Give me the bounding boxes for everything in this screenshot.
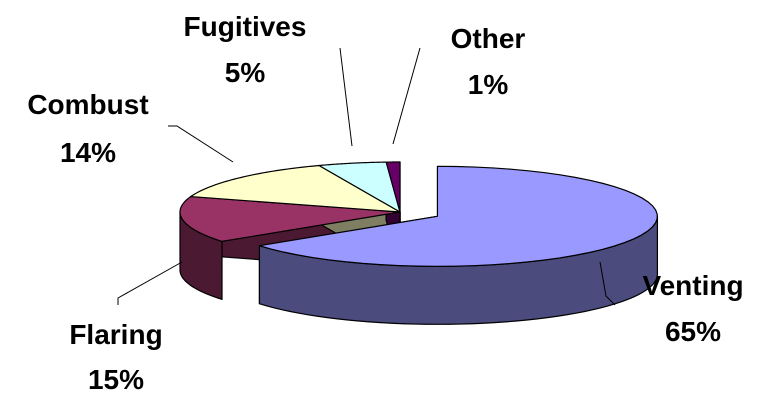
label-flaring-name: Flaring — [69, 319, 162, 350]
label-combust-name: Combust — [27, 89, 148, 120]
label-other-name: Other — [451, 23, 526, 54]
leader-line-combust — [168, 125, 234, 163]
leader-line-venting — [599, 261, 616, 306]
leader-line-other — [392, 47, 421, 145]
slice-other — [385, 161, 401, 213]
slice-labels: Venting 65% Flaring 15% Combust 14% Fugi… — [27, 11, 743, 395]
slice-combust — [190, 164, 401, 213]
label-flaring-pct: 15% — [88, 364, 144, 395]
pie-slice-tops — [179, 161, 658, 267]
label-combust-pct: 14% — [60, 137, 116, 168]
leader-line-fugitives — [339, 47, 353, 147]
label-other-pct: 1% — [468, 69, 509, 100]
label-venting-pct: 65% — [665, 316, 721, 347]
slice-flaring — [179, 195, 401, 242]
leader-line-flaring — [117, 261, 183, 305]
slice-venting — [258, 165, 658, 267]
label-fugitives-pct: 5% — [225, 57, 266, 88]
leader-lines — [117, 47, 616, 306]
label-venting-name: Venting — [642, 270, 743, 301]
label-fugitives-name: Fugitives — [184, 11, 307, 42]
slice-fugitives — [318, 161, 401, 213]
